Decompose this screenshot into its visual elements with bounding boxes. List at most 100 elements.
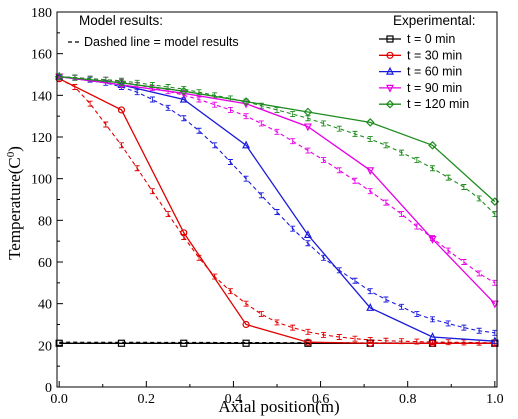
model-point-t-120-min (321, 120, 327, 127)
model-point-t-90-min (305, 147, 311, 154)
model-point-t-120-min (352, 130, 358, 137)
legend-label-t-30-min: t = 30 min (407, 48, 462, 62)
experimental-point-t-90-min (428, 235, 437, 244)
y-tick-label: 160 (31, 48, 52, 63)
model-point-t-30-min (305, 328, 311, 335)
legend-marker-t-90-min (386, 84, 394, 93)
y-axis-title-main: Temperature(C (5, 157, 24, 260)
experimental-point-t-30-min (117, 106, 126, 114)
model-point-t-120-min (305, 115, 311, 122)
model-point-t-60-min (258, 192, 264, 199)
legend-label-t-0-min: t = 0 min (407, 32, 455, 46)
model-point-t-120-min (445, 174, 451, 181)
y-tick-label: 0 (45, 381, 52, 396)
y-axis-title-close: ) (5, 146, 24, 152)
legend-title: Experimental: (393, 13, 476, 28)
model-point-t-60-min (430, 316, 436, 323)
y-tick-label: 180 (31, 6, 52, 21)
y-axis-title: Temperature(C0) (5, 146, 24, 260)
model-point-t-90-min (243, 113, 249, 120)
model-point-t-120-min (476, 195, 482, 202)
experimental-point-t-30-min (242, 320, 250, 329)
model-point-t-30-min (352, 335, 358, 342)
experimental-point-t-60-min (242, 140, 251, 149)
model-point-t-90-min (476, 270, 482, 277)
experimental-point-t-0-min (242, 339, 250, 347)
experimental-point-t-0-min (55, 339, 63, 347)
y-tick-label: 120 (31, 131, 52, 146)
experimental-point-t-120-min (428, 140, 437, 150)
experimental-point-t-120-min (179, 86, 189, 96)
model-point-t-30-min (87, 100, 93, 107)
model-annotation: Model results: Dashed line = model resul… (68, 13, 239, 49)
model-point-t-60-min (492, 329, 498, 336)
x-axis-title: Axial position(m) (218, 397, 339, 416)
model-point-t-120-min (414, 156, 420, 163)
model-point-t-60-min (165, 104, 171, 111)
model-point-t-60-min (476, 327, 482, 334)
model-point-t-30-min (336, 334, 342, 340)
model-point-t-60-min (149, 96, 155, 103)
y-tick-label: 100 (31, 173, 52, 188)
model-point-t-60-min (181, 115, 187, 122)
plot-frame (56, 11, 498, 388)
model-point-t-120-min (367, 136, 373, 143)
experimental-point-t-120-min (365, 118, 375, 127)
model-point-t-30-min (165, 211, 171, 218)
model-point-t-120-min (383, 142, 389, 149)
model-point-t-30-min (227, 288, 233, 295)
model-point-t-60-min (196, 127, 202, 134)
model-point-t-90-min (352, 177, 358, 184)
model-point-t-60-min (352, 277, 358, 284)
experimental-line-t-30-min (58, 78, 495, 344)
experimental-point-t-30-min (180, 229, 188, 237)
model-point-t-30-min (461, 339, 467, 346)
model-line-label: Dashed line = model results (84, 35, 239, 49)
legend-marker-t-120-min (385, 99, 395, 109)
model-point-t-60-min (227, 159, 233, 165)
legend: Experimental: t = 0 min t = 30 min t = 60 … (379, 13, 476, 111)
model-point-t-90-min (258, 120, 264, 127)
model-point-t-60-min (212, 142, 218, 149)
model-point-t-60-min (399, 303, 405, 310)
model-point-t-90-min (336, 167, 342, 174)
experimental-point-t-30-min (366, 339, 374, 347)
axis-ticks: 0.0 0.2 0.4 0.6 0.8 1.0 0 20 40 60 80 100 120 140 160 1… (31, 6, 504, 407)
model-point-t-90-min (321, 156, 327, 163)
model-point-t-120-min (430, 165, 436, 172)
x-tick-label: 0.8 (399, 392, 417, 407)
experimental-point-t-60-min (428, 332, 437, 341)
experimental-point-t-0-min (180, 339, 188, 347)
model-point-t-90-min (274, 128, 280, 135)
model-point-t-90-min (399, 211, 405, 218)
experimental-point-t-60-min (179, 94, 188, 103)
model-point-t-30-min (134, 165, 140, 172)
model-point-t-30-min (321, 331, 327, 338)
y-tick-label: 20 (38, 339, 52, 354)
experimental-point-t-120-min (241, 97, 251, 106)
model-point-t-30-min (118, 142, 124, 149)
model-point-t-90-min (212, 101, 218, 108)
x-tick-label: 0.0 (50, 392, 68, 407)
model-line-t-0-min (59, 341, 495, 344)
model-point-t-60-min (290, 225, 296, 232)
model-point-t-120-min (290, 111, 296, 118)
experimental-line-t-120-min (59, 75, 496, 203)
experimental-point-t-90-min (303, 123, 312, 132)
experimental-point-t-120-min (117, 78, 126, 88)
model-point-t-30-min (290, 324, 296, 331)
model-point-t-60-min (445, 320, 451, 327)
y-tick-label: 60 (38, 256, 52, 271)
model-point-t-30-min (243, 300, 249, 307)
model-point-t-30-min (274, 319, 280, 326)
experimental-point-t-90-min (366, 167, 375, 176)
legend-marker-t-0-min (386, 35, 394, 43)
experimental-point-t-0-min (117, 339, 126, 347)
x-tick-label: 0.2 (138, 392, 156, 407)
x-tick-label: 1.0 (486, 392, 504, 407)
legend-label-t-120-min: t = 120 min (407, 97, 469, 111)
model-point-t-60-min (274, 209, 280, 215)
model-point-t-60-min (383, 296, 389, 303)
